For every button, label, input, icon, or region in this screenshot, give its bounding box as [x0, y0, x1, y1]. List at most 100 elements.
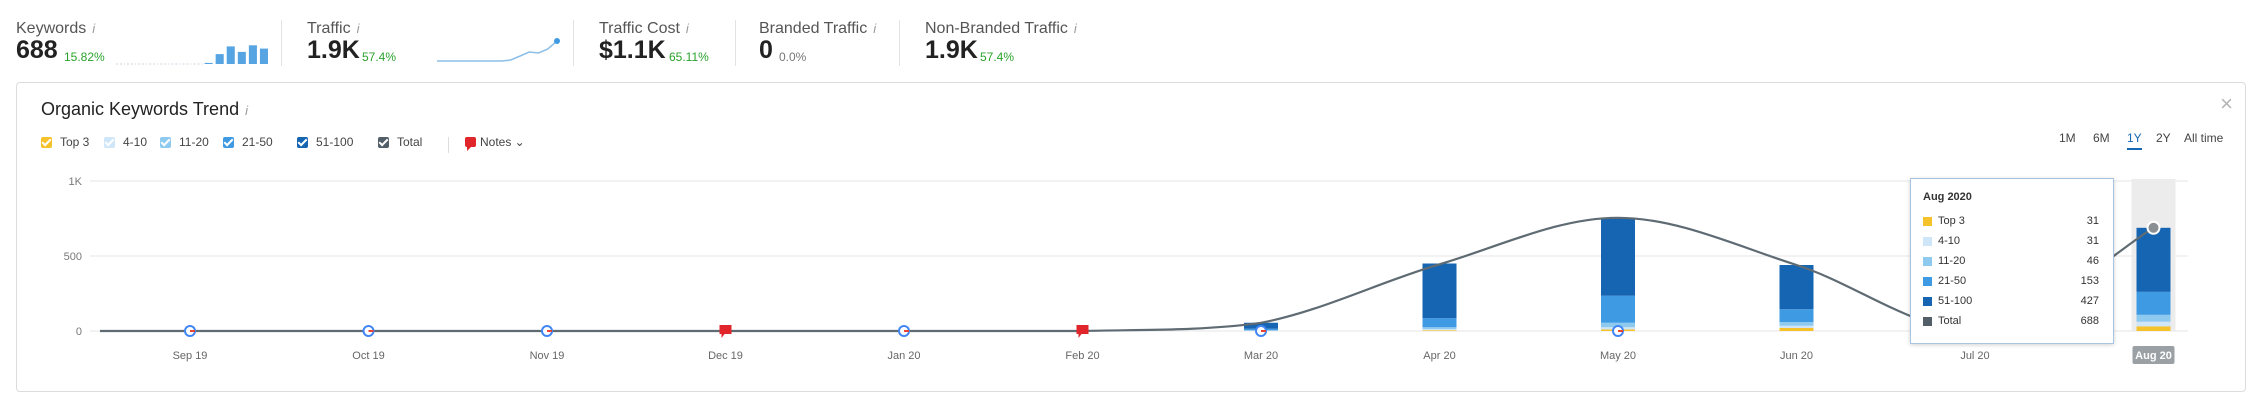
bar-segment	[1422, 329, 1457, 331]
bar-segment	[1601, 217, 1635, 296]
metric-branded-change: 0.0%	[779, 50, 807, 64]
legend-item-21-50[interactable]: 21-50	[223, 135, 273, 153]
x-tick-label: Mar 20	[1244, 350, 1278, 362]
checkbox-icon[interactable]	[297, 137, 308, 148]
bar-segment	[1779, 309, 1814, 322]
tooltip-row-value: 31	[2086, 215, 2099, 227]
metric-traffic-change: 57.4%	[362, 50, 397, 64]
legend-label: Top 3	[60, 135, 90, 149]
time-range-selector: 1M 6M 1Y 2Y All time	[2059, 131, 2227, 151]
swatch-icon	[1923, 217, 1932, 226]
tooltip-row: 11-20 46	[1923, 255, 2099, 269]
legend-item-total[interactable]: Total	[378, 135, 422, 153]
tooltip-row-name: 4-10	[1938, 235, 1961, 247]
x-tick-label: Aug 20	[2135, 350, 2172, 362]
swatch-icon	[1923, 317, 1932, 326]
note-icon	[465, 137, 476, 151]
google-update-icon-bar	[1261, 330, 1266, 332]
bar-segment	[2136, 314, 2171, 322]
range-6m[interactable]: 6M	[2093, 131, 2110, 145]
google-update-icon-bar	[1618, 330, 1623, 332]
bar-segment	[2136, 326, 2171, 331]
metric-traffic[interactable]: Traffic i 1.9K 57.4%	[307, 0, 567, 82]
tooltip-row-name: 11-20	[1938, 255, 1966, 267]
metric-traffic-cost[interactable]: Traffic Cost i $1.1K 65.11%	[599, 0, 729, 82]
tooltip-row-name: 51-100	[1938, 295, 1973, 307]
spark-bar	[215, 54, 224, 64]
keywords-sparkline	[116, 45, 268, 65]
metric-non-branded-traffic[interactable]: Non-Branded Traffic i 1.9K 57.4%	[925, 0, 1105, 82]
bar-segment	[2136, 321, 2171, 327]
tooltip-row-value: 427	[2080, 295, 2099, 307]
bar-segment	[1601, 295, 1635, 323]
bar-segment	[1422, 263, 1457, 319]
x-tick-label: Apr 20	[1423, 350, 1455, 362]
checkbox-icon[interactable]	[223, 137, 234, 148]
metric-divider	[735, 20, 736, 66]
y-tick-label: 1K	[69, 176, 83, 188]
tooltip-row-value: 153	[2080, 275, 2099, 287]
metrics-bar: Keywords i 688 15.82% Traffic i 1.9K 57.4%…	[0, 0, 2261, 82]
checkbox-icon[interactable]	[104, 137, 115, 148]
metric-branded-traffic[interactable]: Branded Traffic i 0 0.0%	[759, 0, 889, 82]
organic-keywords-trend-panel: Organic Keywords Trend i × Top 3 4-10 11-…	[16, 82, 2246, 392]
metric-traffic-label: Traffic	[307, 20, 351, 37]
tooltip-title: Aug 2020	[1923, 191, 1972, 203]
x-tick-label: Oct 19	[352, 350, 384, 362]
metric-traffic-value: 1.9K	[307, 36, 360, 64]
info-icon[interactable]: i	[245, 103, 248, 118]
close-icon[interactable]: ×	[2220, 91, 2233, 116]
metric-non-branded-label: Non-Branded Traffic	[925, 20, 1068, 37]
metric-keywords[interactable]: Keywords i 688 15.82%	[16, 0, 281, 82]
note-icon	[1076, 325, 1089, 338]
bar-segment	[1779, 265, 1814, 310]
legend-label: 11-20	[179, 135, 209, 149]
metric-traffic-cost-value: $1.1K	[599, 36, 666, 64]
x-tick-label: May 20	[1600, 350, 1636, 362]
legend-item-top3[interactable]: Top 3	[41, 135, 89, 153]
range-1y[interactable]: 1Y	[2127, 131, 2142, 150]
swatch-icon	[1923, 257, 1932, 266]
tooltip-row: 21-50 153	[1923, 275, 2099, 289]
bar-segment	[1779, 322, 1814, 326]
checkbox-icon[interactable]	[378, 137, 389, 148]
tooltip-row-name: 21-50	[1938, 275, 1967, 287]
google-update-icon-bar	[368, 330, 374, 332]
notes-dropdown[interactable]: Notes ⌄	[465, 135, 525, 151]
range-1m[interactable]: 1M	[2059, 131, 2076, 145]
info-icon[interactable]: i	[92, 21, 96, 36]
metric-traffic-cost-change: 65.11%	[669, 50, 709, 64]
metric-keywords-label: Keywords	[16, 20, 87, 37]
metric-keywords-change: 15.82%	[64, 50, 105, 64]
info-icon[interactable]: i	[685, 21, 689, 36]
legend-item-51-100[interactable]: 51-100	[297, 135, 353, 153]
metric-keywords-label-wrap: Keywords i	[16, 20, 95, 38]
info-icon[interactable]: i	[356, 21, 360, 36]
info-icon[interactable]: i	[1073, 21, 1077, 36]
bar-segment	[1779, 325, 1814, 328]
google-update-icon-bar	[904, 330, 909, 332]
bar-segment	[2136, 227, 2171, 292]
total-line	[100, 216, 2155, 333]
x-tick-label: Jul 20	[1960, 350, 1989, 362]
legend-item-4-10[interactable]: 4-10	[104, 135, 147, 153]
y-tick-label: 0	[76, 326, 82, 338]
legend-divider	[448, 137, 449, 153]
range-all-time[interactable]: All time	[2184, 131, 2224, 145]
spark-bar	[248, 45, 257, 64]
metric-traffic-cost-label-wrap: Traffic Cost i	[599, 20, 689, 38]
google-update-icon-bar	[547, 330, 552, 332]
checkbox-icon[interactable]	[41, 137, 52, 148]
spark-point	[554, 38, 560, 44]
checkbox-icon[interactable]	[160, 137, 171, 148]
metric-keywords-value: 688	[16, 36, 58, 64]
traffic-sparkline	[437, 38, 560, 62]
bar-segment	[2136, 291, 2171, 315]
panel-title-wrap: Organic Keywords Trend i	[41, 99, 248, 120]
swatch-icon	[1923, 237, 1932, 246]
legend-item-11-20[interactable]: 11-20	[160, 135, 209, 153]
x-tick-label: Nov 19	[530, 350, 565, 362]
info-icon[interactable]: i	[873, 21, 877, 36]
range-2y[interactable]: 2Y	[2156, 131, 2171, 145]
metric-divider	[573, 20, 574, 66]
